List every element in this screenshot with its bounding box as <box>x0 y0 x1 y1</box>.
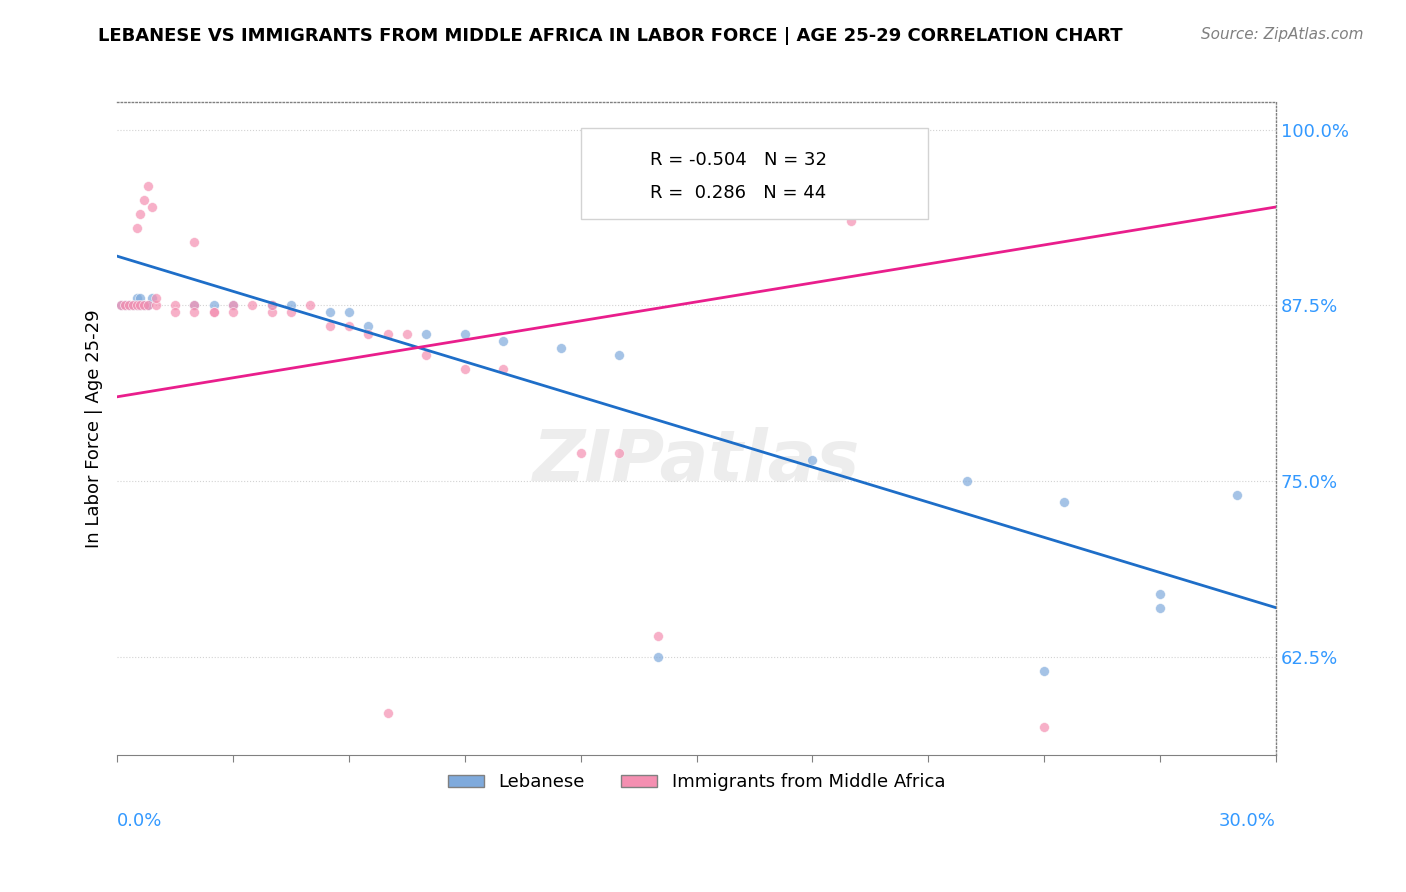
Point <box>129 298 152 312</box>
Point <box>202 298 225 312</box>
Point <box>607 446 630 460</box>
Point <box>395 326 418 341</box>
Point <box>377 706 399 720</box>
Point <box>125 298 148 312</box>
Text: ZIPatlas: ZIPatlas <box>533 426 860 496</box>
Point <box>125 298 148 312</box>
Point <box>129 291 152 305</box>
Point <box>377 326 399 341</box>
Point <box>454 361 477 376</box>
Point <box>118 298 141 312</box>
Text: Source: ZipAtlas.com: Source: ZipAtlas.com <box>1201 27 1364 42</box>
Point <box>134 298 156 312</box>
Point <box>136 298 159 312</box>
Point <box>114 298 136 312</box>
Point <box>202 305 225 319</box>
Point <box>454 326 477 341</box>
Legend: Lebanese, Immigrants from Middle Africa: Lebanese, Immigrants from Middle Africa <box>441 766 952 798</box>
Point <box>145 291 167 305</box>
Point <box>125 291 148 305</box>
Point <box>1033 664 1056 678</box>
Point <box>801 453 824 467</box>
Point <box>318 305 340 319</box>
Point <box>607 348 630 362</box>
Point <box>183 235 205 249</box>
Point <box>121 298 143 312</box>
Point <box>357 326 380 341</box>
Point <box>260 298 283 312</box>
Point <box>492 361 515 376</box>
Point <box>125 221 148 235</box>
Point <box>839 214 862 228</box>
FancyBboxPatch shape <box>581 128 928 219</box>
Point <box>337 305 360 319</box>
Text: 0.0%: 0.0% <box>117 812 163 830</box>
Point <box>1226 488 1249 502</box>
Point <box>110 298 132 312</box>
Point <box>121 298 143 312</box>
Point <box>134 298 156 312</box>
Point <box>145 298 167 312</box>
Point <box>222 305 245 319</box>
Point <box>202 305 225 319</box>
Point <box>183 298 205 312</box>
Point <box>956 474 979 488</box>
Point <box>165 305 187 319</box>
Point <box>801 207 824 221</box>
Point <box>569 446 592 460</box>
Point <box>1033 720 1056 734</box>
Point <box>134 193 156 207</box>
Point <box>1149 600 1171 615</box>
Text: R = -0.504   N = 32: R = -0.504 N = 32 <box>650 152 827 169</box>
Point <box>280 305 302 319</box>
Point <box>550 341 572 355</box>
Point <box>110 298 132 312</box>
Point <box>415 326 437 341</box>
Point <box>141 291 163 305</box>
Point <box>415 348 437 362</box>
Point <box>337 319 360 334</box>
Point <box>647 629 669 643</box>
Point <box>129 207 152 221</box>
Point <box>1052 495 1074 509</box>
Text: R =  0.286   N = 44: R = 0.286 N = 44 <box>650 184 827 202</box>
Point <box>114 298 136 312</box>
Point <box>318 319 340 334</box>
Point <box>260 298 283 312</box>
Point <box>647 649 669 664</box>
Point <box>222 298 245 312</box>
Text: LEBANESE VS IMMIGRANTS FROM MIDDLE AFRICA IN LABOR FORCE | AGE 25-29 CORRELATION: LEBANESE VS IMMIGRANTS FROM MIDDLE AFRIC… <box>98 27 1123 45</box>
Point <box>183 298 205 312</box>
Point <box>242 298 264 312</box>
Text: 30.0%: 30.0% <box>1219 812 1277 830</box>
Point <box>222 298 245 312</box>
Point <box>492 334 515 348</box>
Point <box>165 298 187 312</box>
Point <box>136 178 159 193</box>
Point <box>1149 586 1171 600</box>
Point <box>183 305 205 319</box>
Point <box>260 305 283 319</box>
Point <box>141 200 163 214</box>
Point <box>129 298 152 312</box>
Point <box>357 319 380 334</box>
Point <box>136 298 159 312</box>
Point <box>280 298 302 312</box>
Point <box>299 298 322 312</box>
Y-axis label: In Labor Force | Age 25-29: In Labor Force | Age 25-29 <box>86 310 103 548</box>
Point <box>118 298 141 312</box>
